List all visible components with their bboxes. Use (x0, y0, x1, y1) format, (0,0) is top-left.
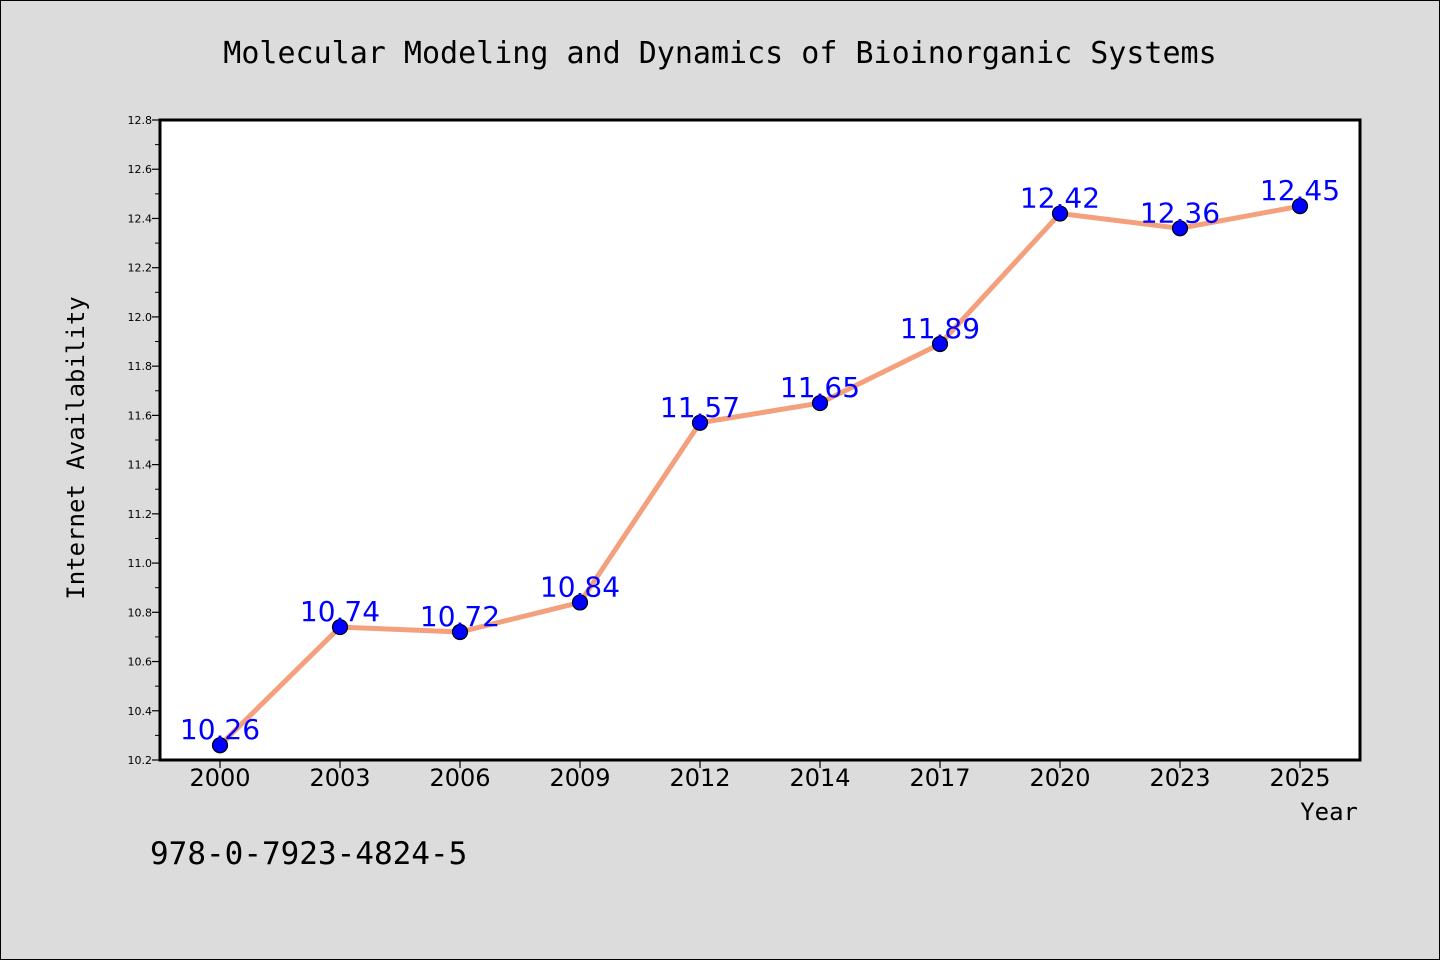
x-axis-label: Year (1300, 798, 1358, 826)
data-points (211, 198, 1309, 754)
y-tick-label: 12.0 (128, 311, 153, 324)
y-tick-label: 11.0 (128, 557, 153, 570)
x-tick-label: 2003 (309, 764, 370, 792)
x-tick-label: 2014 (789, 764, 850, 792)
data-label: 12.45 (1260, 174, 1340, 207)
data-label: 10.26 (180, 713, 260, 746)
data-point (1291, 198, 1309, 215)
data-label: 11.89 (900, 312, 980, 345)
data-label: 10.74 (300, 595, 380, 628)
x-tick-label: 2009 (549, 764, 610, 792)
x-tick-label: 2020 (1029, 764, 1090, 792)
x-tick-label: 2017 (909, 764, 970, 792)
chart-title: Molecular Modeling and Dynamics of Bioin… (223, 36, 1216, 71)
data-label: 12.36 (1140, 196, 1220, 229)
y-tick-label: 12.8 (128, 114, 153, 127)
y-tick-label: 11.6 (128, 409, 153, 422)
y-tick-label: 10.4 (128, 705, 153, 718)
y-tick-label: 11.4 (128, 459, 153, 472)
data-point (931, 335, 949, 353)
data-label: 11.65 (780, 371, 860, 404)
isbn-text: 978-0-7923-4824-5 (150, 836, 467, 872)
y-tick-label: 10.8 (128, 606, 153, 619)
y-tick-label: 11.8 (128, 360, 153, 373)
data-label: 11.57 (660, 391, 740, 424)
series-line (217, 203, 1303, 748)
data-point (811, 394, 829, 412)
y-tick-label: 12.4 (128, 212, 153, 225)
x-tick-label: 2023 (1149, 764, 1210, 792)
series-line-group (217, 203, 1303, 748)
y-tick-label: 10.6 (128, 656, 153, 669)
data-label: 10.84 (540, 570, 620, 603)
y-tick-label: 12.2 (128, 262, 153, 275)
data-point (331, 618, 349, 636)
y-tick-label: 10.2 (128, 754, 153, 767)
y-axis-label: Internet Availability (62, 296, 90, 599)
data-point (691, 414, 709, 431)
data-label: 12.42 (1020, 182, 1100, 215)
data-point (571, 594, 589, 611)
x-tick-label: 2006 (429, 764, 490, 792)
y-axis: 10.2 10.4 10.6 10.8 11.0 11.2 11.4 11.6 11.8 12.0… (128, 114, 160, 767)
y-tick-label: 11.2 (128, 508, 153, 521)
x-tick-label: 2025 (1269, 764, 1330, 792)
data-label: 10.72 (420, 600, 500, 633)
x-tick-label: 2012 (669, 764, 730, 792)
data-point (1171, 220, 1189, 237)
x-axis: 2000 2003 2006 2009 2012 2014 2017 2020 2023 2025 (189, 760, 1331, 792)
data-labels: 10.26 10.74 10.72 10.84 11.57 11.65 11.89 12.42… (180, 174, 1340, 746)
x-tick-label: 2000 (189, 764, 250, 792)
y-tick-label: 12.6 (128, 163, 153, 176)
data-point (451, 623, 469, 641)
data-point (211, 737, 229, 754)
data-point (1051, 205, 1069, 222)
